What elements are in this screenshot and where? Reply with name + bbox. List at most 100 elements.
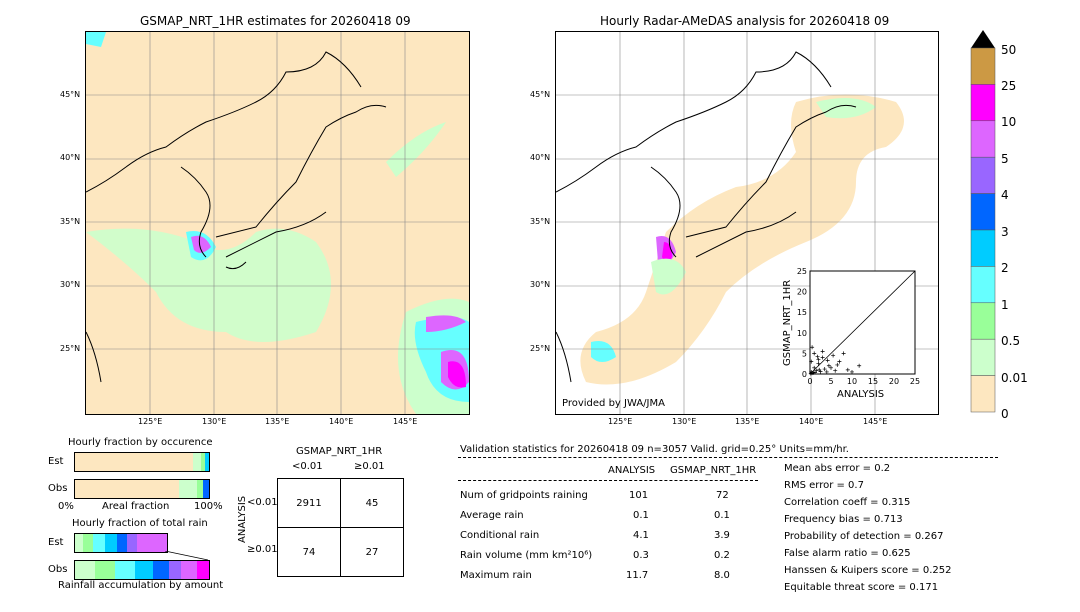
score: False alarm ratio = 0.625 — [784, 548, 911, 559]
stat-analysis: 4.1 — [633, 530, 649, 541]
scatter-point — [820, 349, 825, 354]
axis-right: 100% — [194, 501, 223, 512]
colorbar-label: 3 — [1001, 225, 1009, 239]
bar-segment — [95, 561, 115, 579]
bar-segment — [201, 453, 205, 471]
bar-segment — [197, 561, 209, 579]
bar-segment — [75, 534, 83, 552]
scatter-point — [829, 365, 833, 370]
scatter-point — [820, 355, 825, 360]
lon-label: 145°E — [393, 417, 418, 426]
bar-segment — [83, 534, 93, 552]
colorbar-label: 50 — [1001, 43, 1017, 57]
rain-area — [426, 315, 466, 332]
row-label-obs: Obs — [48, 483, 68, 494]
colorbar-canvas — [970, 30, 996, 413]
colorbar-label: 10 — [1001, 115, 1017, 129]
scatter-point — [809, 359, 814, 364]
lon-label: 135°E — [735, 417, 760, 426]
y-tick-label: 5 — [802, 349, 807, 358]
colorbar-segment — [970, 193, 996, 231]
scatter-point — [815, 354, 820, 359]
x-tick-label: 10 — [847, 377, 857, 386]
coastline — [556, 51, 857, 383]
lon-label: 125°E — [138, 417, 163, 426]
scatter-ylabel: GSMAP_NRT_1HR — [782, 279, 793, 366]
col-header: ≥0.01 — [354, 461, 385, 472]
fraction-total-title: Hourly fraction of total rain — [72, 518, 208, 529]
stat-gsmap: 0.2 — [714, 550, 730, 561]
stat-gsmap: 3.9 — [714, 530, 730, 541]
rain-accumulation-label: Rainfall accumulation by amount — [58, 580, 224, 591]
scatter-point — [835, 362, 840, 367]
colorbar-segment — [970, 302, 996, 340]
bar-segment — [179, 480, 197, 498]
lon-label: 125°E — [608, 417, 633, 426]
stat-label: Average rain — [460, 510, 524, 521]
colorbar-segment — [970, 84, 996, 122]
stat-gsmap: 72 — [716, 490, 729, 501]
scatter-xlabel: ANALYSIS — [837, 389, 885, 400]
colorbar-label: 25 — [1001, 79, 1017, 93]
lat-label: 35°N — [60, 217, 81, 226]
lat-label: 45°N — [530, 90, 551, 99]
cell-hit: 27 — [340, 527, 404, 577]
lon-label: 130°E — [672, 417, 697, 426]
bar-segment — [181, 561, 197, 579]
stat-analysis: 11.7 — [626, 570, 649, 581]
lat-label: 40°N — [60, 153, 81, 162]
rain-area — [662, 242, 672, 262]
colorbar-label: 2 — [1001, 261, 1009, 275]
scatter-point — [841, 351, 846, 356]
right-map-title: Hourly Radar-AMeDAS analysis for 2026041… — [600, 14, 890, 28]
bar-segment — [93, 534, 105, 552]
row-label-est: Est — [48, 456, 64, 467]
rain-area — [591, 341, 616, 362]
colorbar-segment — [970, 375, 996, 413]
score: Mean abs error = 0.2 — [784, 463, 891, 474]
scatter-point — [850, 369, 854, 374]
stat-label: Rain volume (mm km²10⁶) — [460, 550, 593, 561]
score: Probability of detection = 0.267 — [784, 531, 944, 542]
score: Correlation coeff = 0.315 — [784, 497, 911, 508]
cell-false-alarm: 45 — [340, 478, 404, 528]
stat-gsmap: 8.0 — [714, 570, 730, 581]
lat-label: 30°N — [60, 280, 81, 289]
scatter-point — [857, 363, 862, 368]
col-gsmap: GSMAP_NRT_1HR — [670, 465, 757, 476]
lon-label: 140°E — [799, 417, 824, 426]
fraction-occurrence-title: Hourly fraction by occurence — [68, 437, 213, 448]
rain-area — [86, 32, 106, 47]
inset-scatter: 0 0 5 5 10 10 15 15 20 20 25 25 — [780, 262, 925, 402]
stat-label: Conditional rain — [460, 530, 540, 541]
colorbar-segment — [970, 156, 996, 194]
score: Hanssen & Kuipers score = 0.252 — [784, 565, 952, 576]
left-map — [85, 31, 470, 415]
coastline — [86, 51, 387, 383]
y-tick-label: 15 — [797, 308, 807, 317]
row-header: ≥0.01 — [247, 544, 278, 555]
bar-segment — [197, 480, 203, 498]
bar-segment — [115, 561, 135, 579]
bar-segment — [169, 561, 181, 579]
map-grid — [86, 32, 469, 414]
lat-label: 35°N — [530, 217, 551, 226]
score: Frequency bias = 0.713 — [784, 514, 903, 525]
bar-segment — [105, 534, 117, 552]
scatter-point — [812, 365, 817, 370]
colorbar-segment — [970, 229, 996, 267]
bar-segment — [75, 561, 95, 579]
total-bar-est — [74, 533, 168, 553]
colorbar-segment — [970, 47, 996, 85]
contingency-title: GSMAP_NRT_1HR — [296, 446, 383, 457]
colorbar-label: 0.5 — [1001, 334, 1021, 348]
bar-segment — [153, 561, 169, 579]
stat-label: Maximum rain — [460, 570, 532, 581]
y-tick-label: 0 — [802, 370, 807, 379]
occurrence-bar-est — [74, 452, 210, 472]
score: Equitable threat score = 0.171 — [784, 582, 939, 593]
scatter-point — [824, 369, 829, 374]
lat-label: 25°N — [60, 344, 81, 353]
coverage-area — [580, 94, 904, 385]
colorbar-label: 0 — [1001, 407, 1009, 421]
